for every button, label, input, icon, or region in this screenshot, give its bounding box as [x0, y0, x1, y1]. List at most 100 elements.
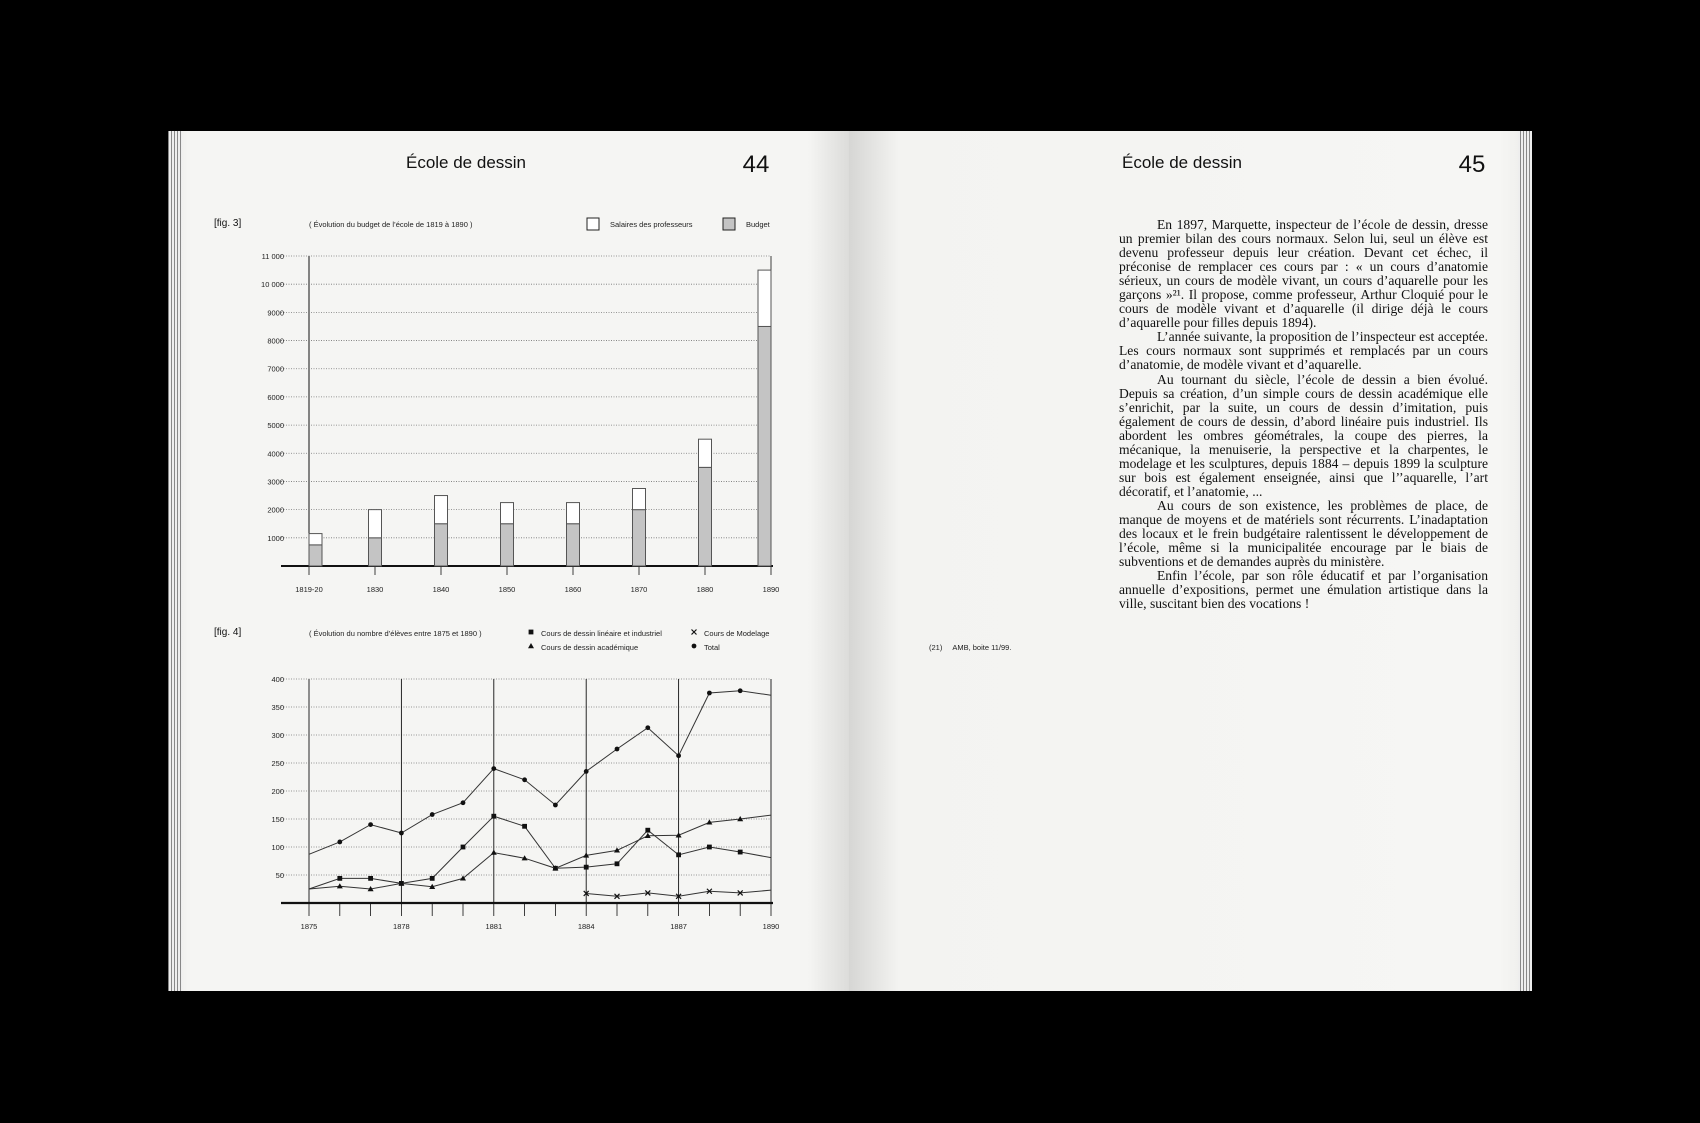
data-point-square — [707, 844, 712, 850]
data-point-triangle — [490, 849, 497, 855]
footnote-text: AMB, boite 11/99. — [952, 643, 1012, 652]
body-text: En 1897, Marquette, inspecteur de l’écol… — [1119, 217, 1488, 612]
y-tick-label: 250 — [271, 759, 284, 768]
series-line — [308, 815, 772, 890]
data-point-triangle — [737, 816, 744, 822]
data-point-square — [614, 861, 620, 867]
data-point-circle — [614, 746, 620, 752]
x-tick-label: 1840 — [433, 585, 450, 594]
bar-salaires — [308, 533, 323, 546]
data-point-triangle — [675, 832, 682, 838]
bar-salaires — [632, 488, 646, 511]
y-tick-label: 7000 — [267, 365, 284, 374]
legend-budget-label: Budget — [746, 220, 770, 229]
x-tick-label: 1819-20 — [295, 585, 323, 594]
legend-circle-marker — [691, 643, 697, 649]
bar-salaires — [434, 495, 448, 525]
data-point-triangle — [398, 880, 405, 886]
y-tick-label: 9000 — [267, 308, 284, 317]
x-tick-label: 1870 — [631, 585, 648, 594]
data-point-circle — [399, 830, 404, 836]
y-tick-label: 6000 — [267, 393, 284, 402]
data-point-x — [675, 893, 682, 900]
x-tick-label: 1875 — [301, 922, 318, 931]
series-line — [308, 690, 772, 855]
data-point-square — [583, 864, 589, 870]
legend-triangle-marker — [528, 643, 534, 649]
bar-salaires — [368, 509, 382, 539]
data-point-circle — [583, 769, 589, 774]
fig4-title: ( Évolution du nombre d’élèves entre 187… — [309, 629, 482, 638]
data-point-circle — [522, 777, 527, 783]
running-header-right: École de dessin — [1121, 153, 1243, 172]
bar-budget — [500, 523, 514, 567]
data-point-triangle — [336, 883, 343, 889]
data-point-triangle — [614, 847, 620, 853]
legend-x-marker — [691, 629, 697, 635]
x-tick-label: 1887 — [670, 922, 687, 931]
legend-lineaire-label: Cours de dessin linéaire et industriel — [541, 629, 662, 638]
paragraph: En 1897, Marquette, inspecteur de l’écol… — [1119, 217, 1488, 331]
x-tick-label: 1881 — [485, 922, 502, 931]
bar-salaires — [698, 438, 712, 468]
data-point-triangle — [552, 865, 559, 871]
bar-salaires — [566, 502, 580, 525]
page-edges-right — [1518, 131, 1532, 991]
data-point-circle — [737, 688, 743, 694]
page-number-left: 44 — [742, 151, 770, 178]
data-point-triangle — [429, 883, 436, 889]
paragraph: Au cours de son existence, les problèmes… — [1119, 497, 1488, 570]
y-tick-label: 150 — [271, 815, 284, 824]
paragraph: L’année suivante, la proposition de l’in… — [1119, 329, 1488, 373]
y-tick-label: 400 — [271, 675, 284, 684]
footnote-number: (21) — [929, 643, 943, 652]
page-number-right: 45 — [1458, 151, 1486, 178]
x-tick-label: 1878 — [393, 922, 410, 931]
y-tick-label: 8000 — [267, 337, 284, 346]
data-point-square — [676, 852, 681, 858]
legend-salaires-label: Salaires des professeurs — [610, 220, 693, 229]
data-point-triangle — [521, 855, 528, 861]
legend-budget-swatch — [722, 217, 736, 231]
x-tick-label: 1880 — [697, 585, 714, 594]
y-tick-label: 10 000 — [261, 280, 284, 289]
bar-budget — [566, 523, 580, 567]
data-point-x — [706, 888, 713, 895]
data-point-triangle — [706, 819, 713, 825]
data-point-x — [583, 890, 590, 897]
bar-salaires — [757, 269, 772, 327]
bar-budget — [698, 466, 712, 567]
x-tick-label: 1890 — [763, 585, 780, 594]
data-point-circle — [707, 690, 712, 696]
legend-academique-label: Cours de dessin académique — [541, 643, 639, 652]
y-tick-label: 5000 — [267, 421, 284, 430]
data-point-triangle — [367, 886, 374, 892]
page-edges-left — [168, 131, 182, 991]
data-point-circle — [553, 802, 558, 808]
y-tick-label: 2000 — [267, 506, 284, 515]
data-point-square — [522, 823, 527, 829]
x-tick-label: 1890 — [763, 922, 780, 931]
footnote: (21) AMB, boite 11/99. — [929, 643, 1021, 652]
legend-total-label: Total — [704, 643, 720, 652]
data-point-x — [737, 889, 744, 896]
series-line — [308, 814, 772, 890]
y-tick-label: 200 — [271, 787, 284, 796]
data-point-circle — [337, 839, 343, 845]
data-point-triangle — [644, 832, 651, 838]
data-point-circle — [429, 812, 435, 817]
legend-square-marker — [528, 629, 534, 635]
x-tick-label: 1830 — [367, 585, 384, 594]
y-tick-label: 11 000 — [262, 252, 284, 261]
paragraph: Enfin l’école, par son rôle éducatif et … — [1119, 568, 1488, 612]
legend-salaires-swatch — [586, 217, 600, 231]
bar-budget — [308, 544, 323, 567]
data-point-x — [614, 893, 620, 900]
x-tick-label: 1860 — [565, 585, 582, 594]
bar-salaires — [500, 502, 514, 525]
running-header-left: École de dessin — [405, 153, 527, 172]
fig4-label: [fig. 4] — [214, 627, 242, 638]
y-tick-label: 50 — [276, 871, 284, 880]
data-point-circle — [676, 753, 681, 759]
